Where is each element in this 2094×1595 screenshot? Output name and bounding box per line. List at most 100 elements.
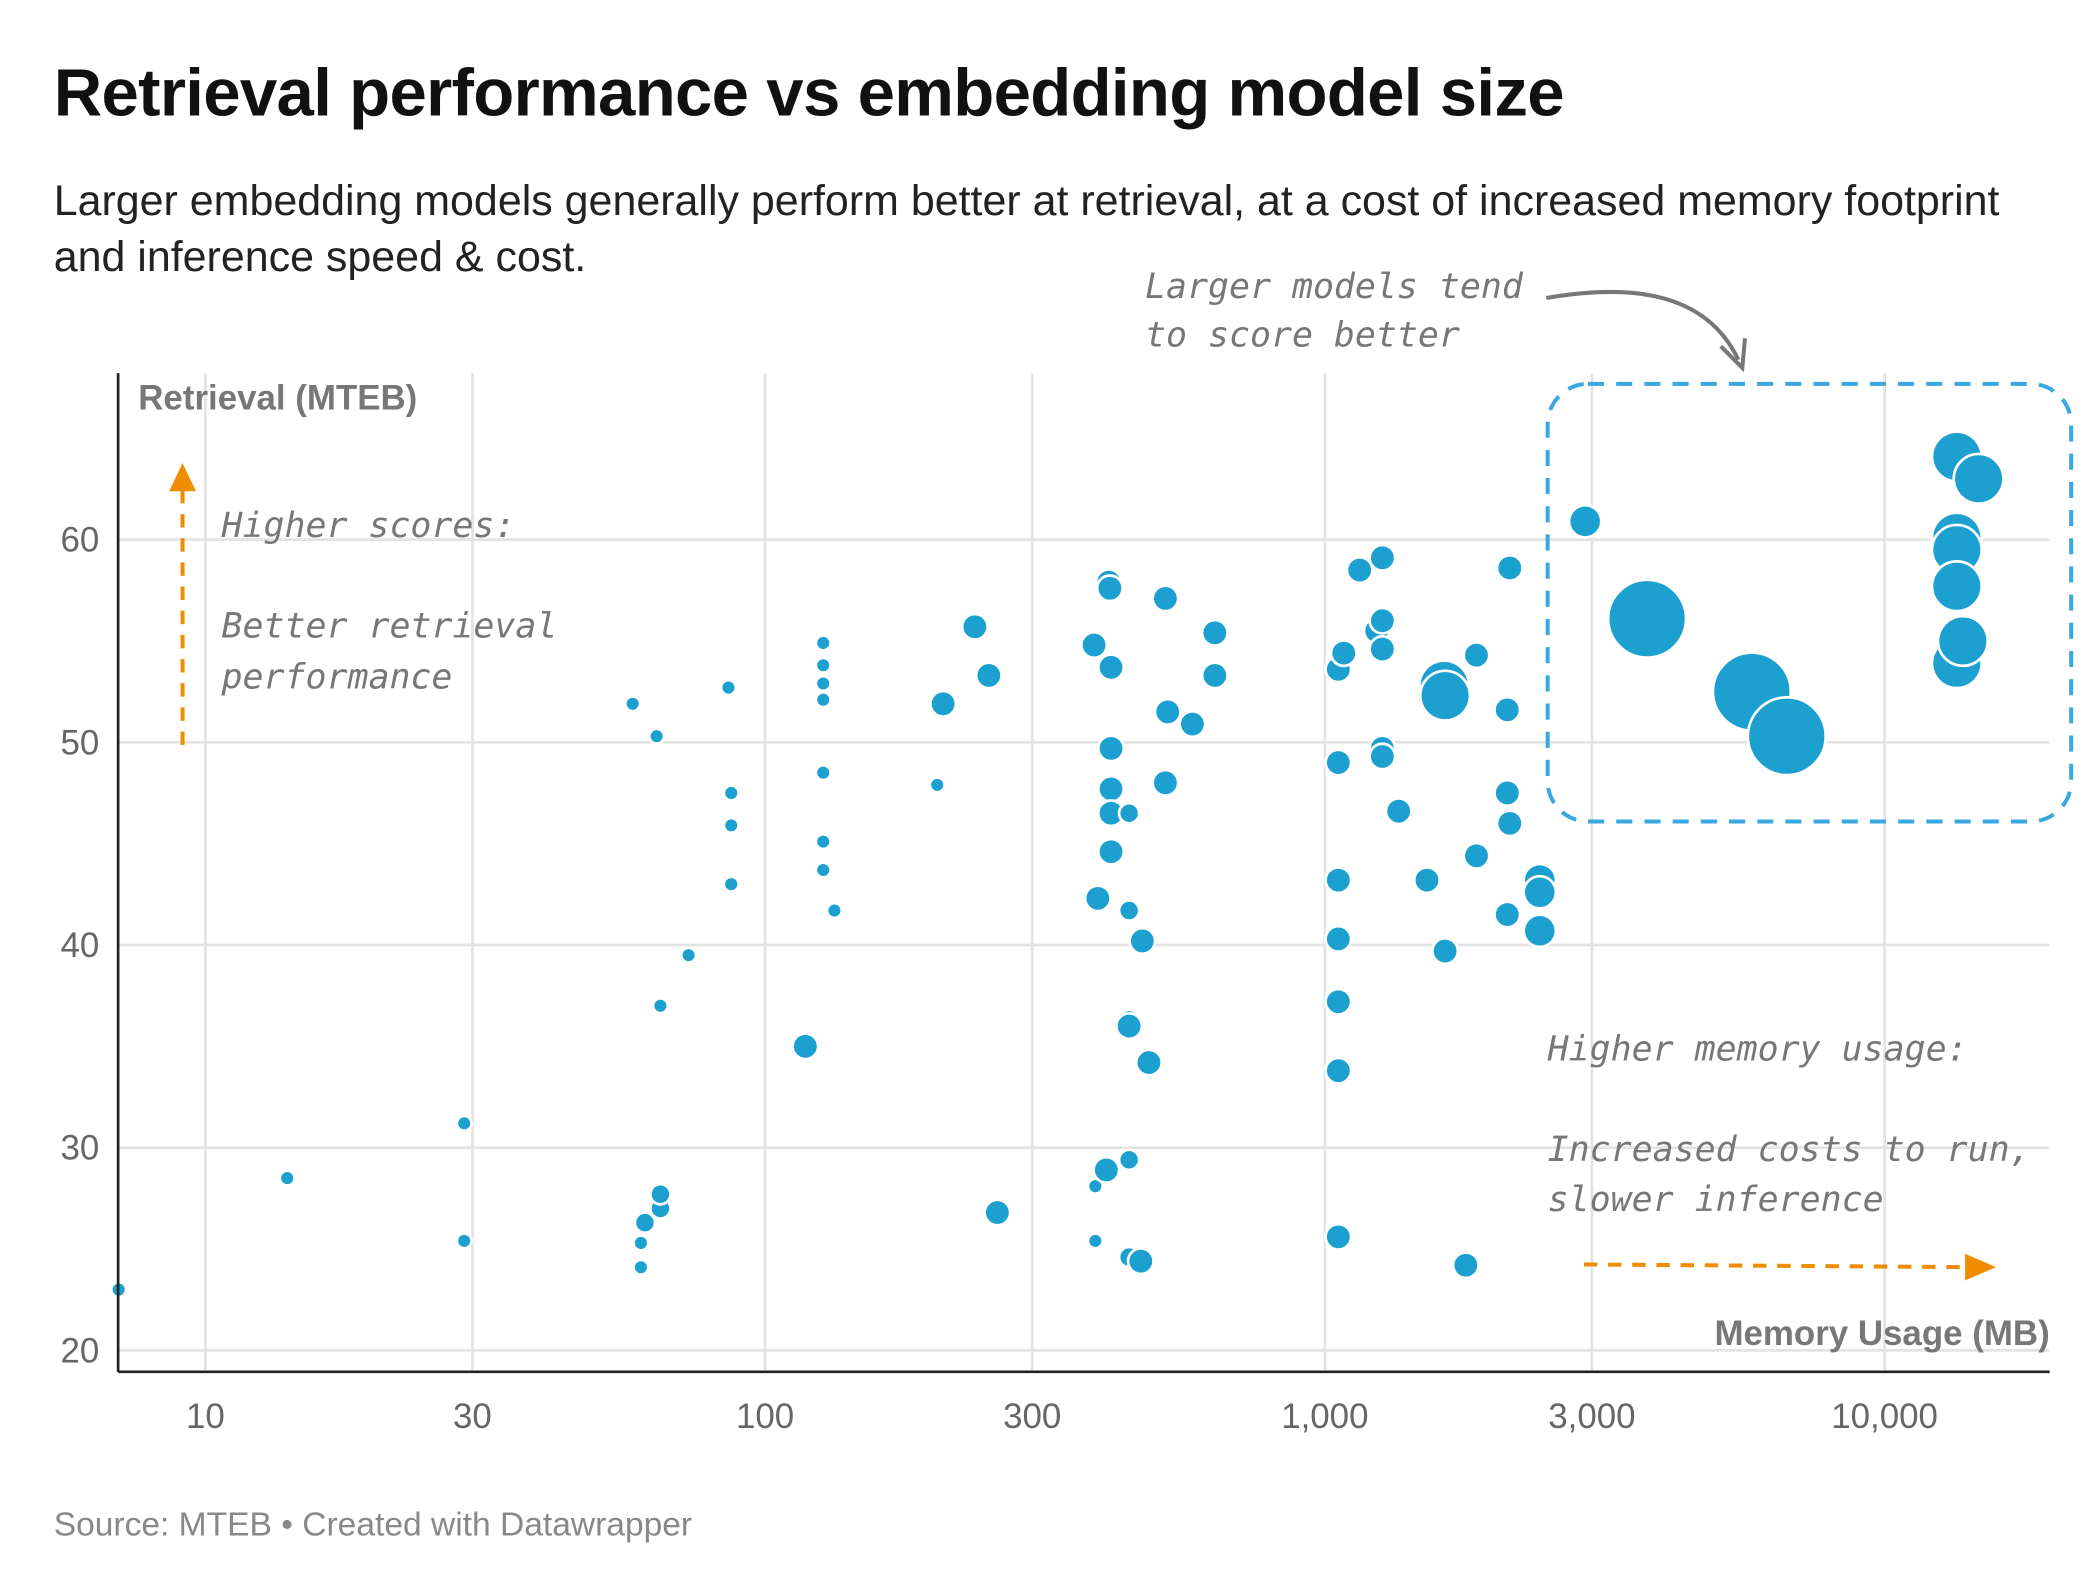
x-tick-label: 10	[186, 1397, 225, 1436]
data-point	[1384, 797, 1413, 826]
data-point	[1462, 641, 1491, 670]
data-point	[960, 612, 989, 641]
data-point	[814, 763, 832, 782]
data-point	[1567, 503, 1603, 539]
data-point	[1495, 553, 1524, 583]
data-point	[455, 1232, 473, 1250]
data-point	[1134, 1048, 1164, 1077]
data-point	[1368, 742, 1397, 771]
data-point	[1451, 1251, 1480, 1280]
data-point	[722, 784, 740, 802]
source-footer: Source: MTEB • Created with Datawrapper	[53, 1506, 693, 1544]
data-point	[1412, 866, 1442, 895]
right-arrow-icon	[1965, 1253, 1997, 1281]
data-point	[1092, 1155, 1121, 1185]
data-point	[1493, 778, 1522, 808]
y-tick-label: 30	[61, 1129, 100, 1168]
data-point	[1200, 661, 1229, 690]
data-point	[814, 691, 832, 709]
x-tick-label: 300	[1003, 1397, 1061, 1436]
right-arrow-line	[1583, 1262, 1967, 1270]
data-point	[1324, 987, 1353, 1016]
data-point	[1200, 618, 1229, 647]
y-tick-label: 40	[61, 926, 100, 965]
data-point	[1153, 697, 1182, 726]
up-arrow-icon	[169, 463, 196, 492]
x-axis-label: Memory Usage (MB)	[1714, 1314, 2049, 1353]
data-point	[1324, 924, 1353, 953]
annotation-bottom-right-line1: Higher memory usage:	[1547, 1029, 1968, 1069]
data-point	[623, 695, 642, 713]
data-point	[647, 727, 666, 745]
data-point	[1606, 578, 1688, 659]
y-tick-label: 50	[61, 723, 100, 762]
data-point	[1493, 900, 1522, 929]
chart-subtitle: Larger embedding models generally perfor…	[53, 175, 2000, 281]
annotation-bottom-right-line2: Increased costs to run,	[1548, 1130, 2031, 1170]
data-point	[1930, 560, 1983, 613]
data-point	[1368, 634, 1397, 664]
data-point	[1095, 574, 1124, 603]
highlight-box	[1545, 381, 2074, 824]
data-point	[928, 776, 946, 794]
data-point	[1522, 874, 1558, 910]
data-point	[1126, 1247, 1155, 1276]
data-point	[1418, 669, 1472, 722]
data-point	[983, 1198, 1012, 1227]
data-point	[1128, 926, 1157, 956]
data-point	[1324, 748, 1353, 777]
data-point	[1096, 774, 1126, 804]
x-tick-label: 1,000	[1281, 1397, 1368, 1436]
data-point	[1324, 866, 1353, 895]
data-point	[278, 1169, 296, 1187]
data-point	[1083, 884, 1112, 913]
gridlines	[118, 373, 2050, 1372]
data-point	[1431, 936, 1460, 966]
data-point	[814, 634, 832, 652]
data-point	[1493, 695, 1522, 724]
data-point	[1178, 709, 1207, 739]
data-point	[814, 674, 832, 693]
data-point	[632, 1258, 650, 1276]
data-point	[632, 1234, 650, 1252]
data-point	[1117, 801, 1141, 825]
data-points	[109, 430, 2005, 1299]
data-point	[1151, 768, 1180, 797]
data-point	[722, 875, 740, 893]
data-point	[1115, 1011, 1144, 1041]
data-point	[825, 901, 844, 920]
chart-title: Retrieval performance vs embedding model…	[53, 55, 1565, 131]
annotation-top-right-line2: to score better	[1145, 315, 1460, 355]
data-point	[455, 1114, 473, 1133]
data-point	[1324, 1222, 1353, 1251]
data-point	[1086, 1177, 1105, 1195]
y-tick-label: 60	[61, 521, 100, 560]
data-point	[1324, 1056, 1353, 1085]
annotation-left-line1: Higher scores:	[220, 506, 515, 546]
data-point	[1117, 1148, 1141, 1172]
data-point	[1746, 695, 1828, 777]
data-point	[651, 997, 670, 1015]
data-point	[1936, 614, 1990, 668]
annotation-top-right-line1: Larger models tend	[1145, 267, 1524, 307]
x-tick-label: 10,000	[1831, 1397, 1938, 1436]
data-point	[1345, 555, 1374, 585]
data-point	[814, 861, 832, 879]
data-point	[722, 816, 740, 835]
annotation-left-line2: Better retrieval	[221, 607, 557, 647]
data-point	[1151, 584, 1180, 613]
tick-labels: 10 30 100 300 1,000 3,000 10,000 20 30 40 50 60	[61, 521, 1938, 1437]
data-point	[1462, 841, 1491, 870]
data-point	[1079, 630, 1109, 660]
data-point	[648, 1182, 672, 1206]
data-point	[1117, 899, 1141, 922]
arrowhead-icon	[1719, 338, 1747, 373]
data-point	[974, 661, 1003, 690]
annotation-bottom-right-line3: slower inference	[1548, 1180, 1884, 1220]
data-point	[1086, 1232, 1105, 1250]
x-tick-label: 3,000	[1548, 1397, 1635, 1436]
data-point	[791, 1032, 820, 1061]
y-axis-label: Retrieval (MTEB)	[138, 378, 417, 417]
